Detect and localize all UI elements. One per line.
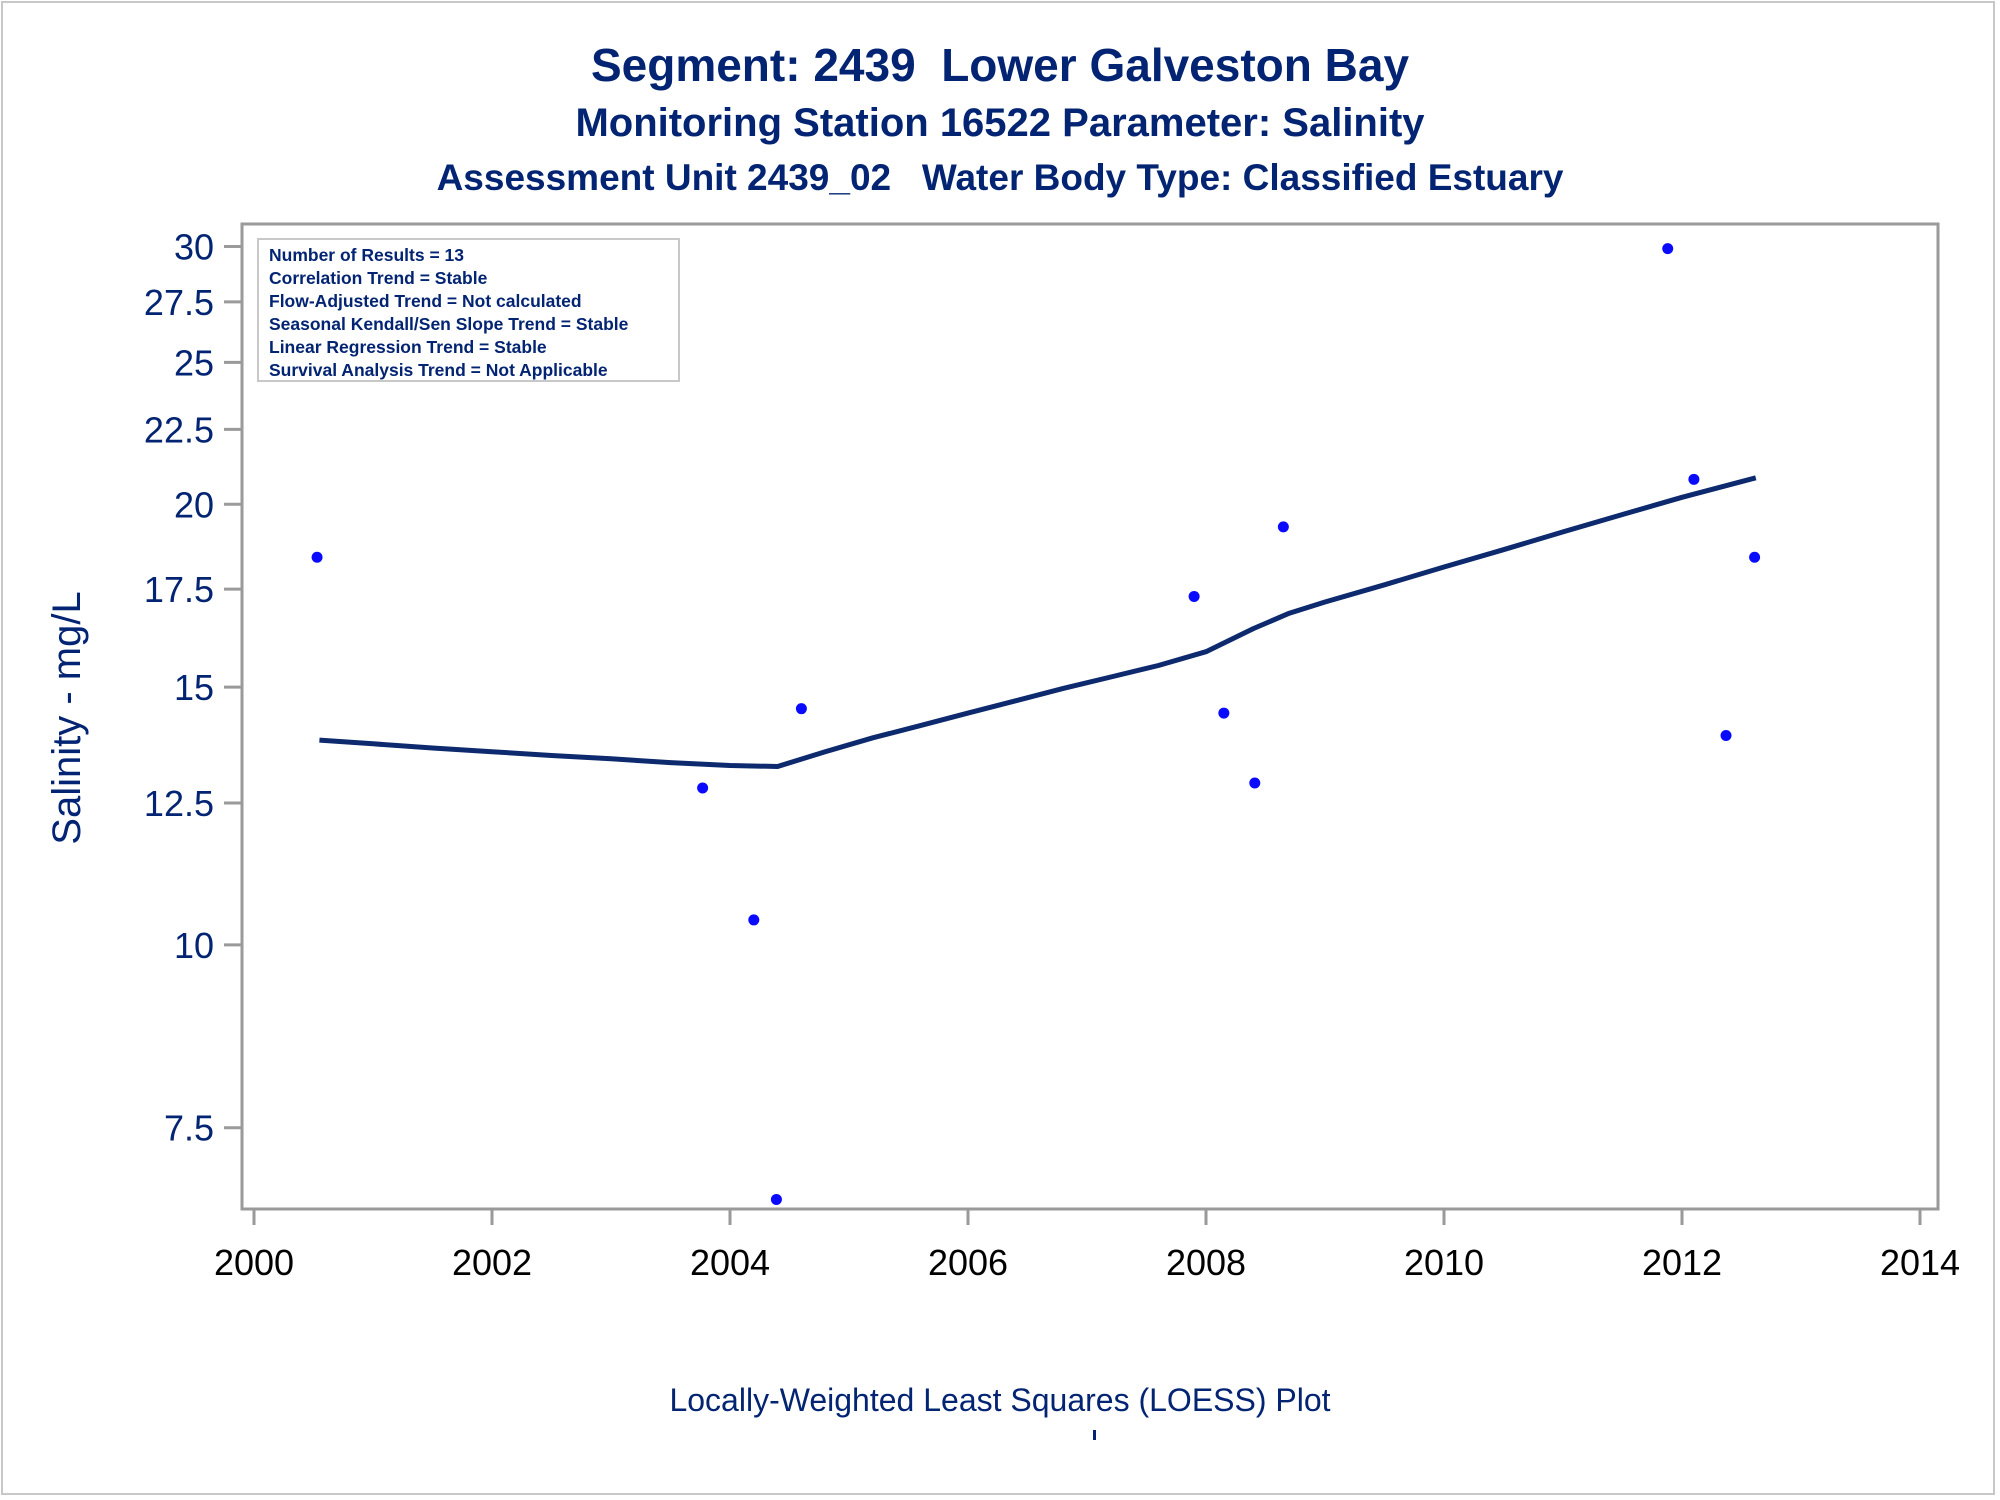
data-point [1188, 590, 1200, 602]
x-tick-label: 2010 [1404, 1242, 1484, 1283]
data-point [311, 551, 323, 563]
y-axis: 7.5 10 12.5 15 17.5 20 22.5 25 27.5 30 [144, 227, 242, 1149]
y-tick-label: 30 [174, 227, 214, 268]
stats-box-line: Seasonal Kendall/Sen Slope Trend = Stabl… [269, 314, 629, 334]
data-point [1662, 243, 1674, 255]
y-tick-label: 25 [174, 342, 214, 383]
stats-box-line: Flow-Adjusted Trend = Not calculated [269, 291, 582, 311]
y-tick-label: 15 [174, 667, 214, 708]
loess-trend-line [319, 475, 1757, 769]
stats-box-line: Survival Analysis Trend = Not Applicable [269, 360, 608, 380]
x-tick-label: 2006 [928, 1242, 1008, 1283]
plot-area [240, 222, 1940, 1211]
data-point [770, 1193, 782, 1205]
data-point [1749, 551, 1761, 563]
x-tick-label: 2002 [452, 1242, 532, 1283]
stats-box-line: Correlation Trend = Stable [269, 268, 488, 288]
data-point [795, 703, 807, 715]
y-tick-label: 12.5 [144, 783, 214, 824]
y-tick-label: 20 [174, 484, 214, 525]
data-point [1218, 707, 1230, 719]
footnote-tick-mark [1093, 1430, 1096, 1440]
stats-box-line: Linear Regression Trend = Stable [269, 337, 547, 357]
chart-subtitle-station: Monitoring Station 16522 Parameter: Sali… [575, 101, 1425, 145]
stats-box: Number of Results = 13 Correlation Trend … [257, 238, 680, 382]
x-tick-label: 2014 [1880, 1242, 1960, 1283]
data-point [697, 782, 709, 794]
chart-title: Segment: 2439 Lower Galveston Bay [590, 39, 1410, 91]
y-axis-label: Salinity - mg/L [45, 591, 89, 844]
data-point [748, 914, 760, 926]
data-point [1688, 473, 1700, 485]
x-axis: 2000 2002 2004 2006 2008 2010 2012 2014 [214, 1209, 1960, 1283]
x-tick-label: 2004 [690, 1242, 770, 1283]
data-point [1277, 521, 1289, 533]
chart-subtitle-assessment: Assessment Unit 2439_02 Water Body Type:… [436, 157, 1564, 198]
chart-marks [311, 243, 1761, 1205]
data-point [1249, 777, 1261, 789]
x-tick-label: 2012 [1642, 1242, 1722, 1283]
y-tick-label: 7.5 [164, 1108, 214, 1149]
y-tick-label: 27.5 [144, 282, 214, 323]
x-tick-label: 2000 [214, 1242, 294, 1283]
stats-box-line: Number of Results = 13 [269, 245, 464, 265]
x-tick-label: 2008 [1166, 1242, 1246, 1283]
data-point [1720, 730, 1732, 742]
chart-footnote: Locally-Weighted Least Squares (LOESS) P… [669, 1382, 1331, 1418]
y-tick-label: 22.5 [144, 409, 214, 450]
stats-box-border [257, 238, 680, 382]
y-tick-label: 10 [174, 925, 214, 966]
y-tick-label: 17.5 [144, 569, 214, 610]
